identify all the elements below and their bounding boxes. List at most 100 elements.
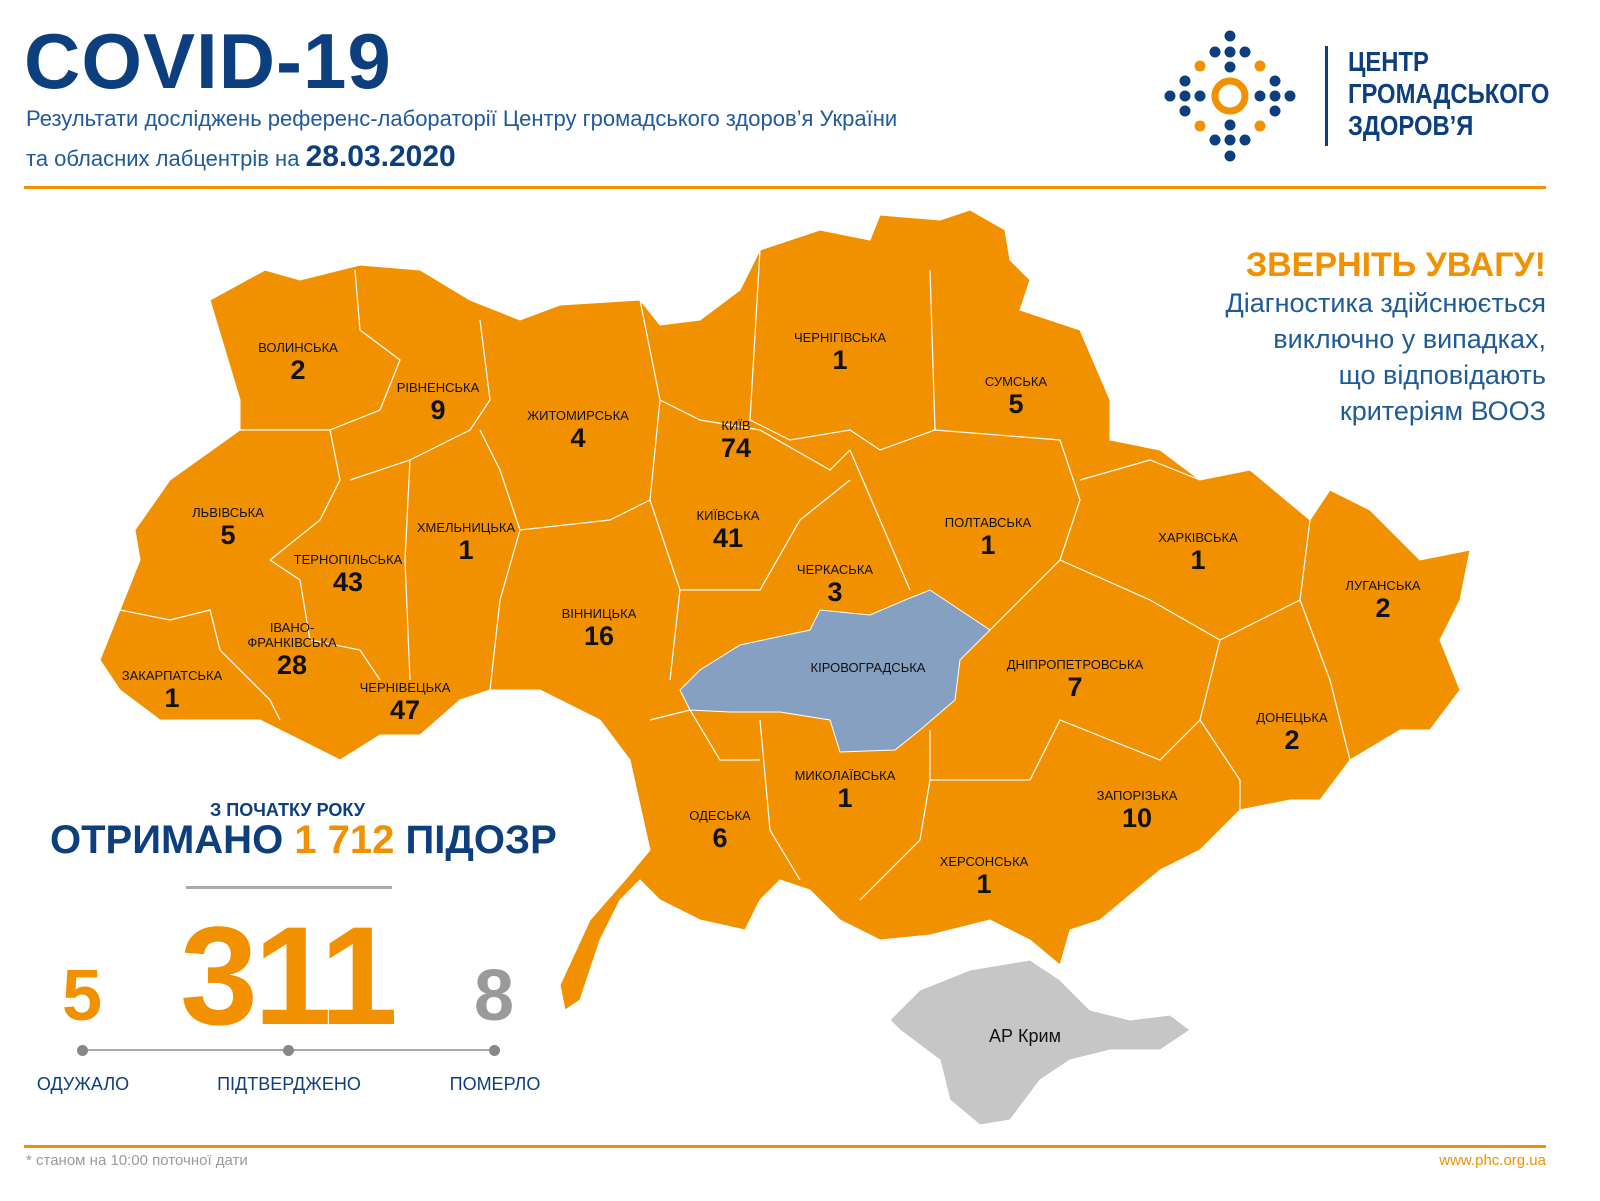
region-name: ВІННИЦЬКА	[561, 606, 637, 621]
region-name: ПОЛТАВСЬКА	[944, 515, 1032, 530]
logo-dot	[1224, 46, 1236, 58]
logo-text: ЦЕНТР ГРОМАДСЬКОГО ЗДОРОВ’Я	[1348, 46, 1549, 142]
region-name: ВОЛИНСЬКА	[258, 340, 338, 355]
region-count: 5	[1008, 389, 1024, 419]
region-label: ТЕРНОПІЛЬСЬКА 43	[294, 552, 403, 598]
region-name: ДНІПРОПЕТРОВСЬКА	[1006, 657, 1144, 672]
region-count: 6	[712, 823, 728, 853]
logo-dot	[1179, 75, 1191, 87]
logo-dot	[1209, 134, 1221, 146]
logo-dot	[1284, 90, 1296, 102]
suspicions-label: ПІДОЗР	[405, 818, 557, 862]
logo-dot	[1224, 30, 1236, 42]
logo-dot	[1179, 90, 1191, 102]
region-label: ДНІПРОПЕТРОВСЬКА 7	[1007, 657, 1144, 703]
logo-line: ЦЕНТР	[1348, 46, 1429, 77]
confirmed-count: 311	[180, 897, 398, 1054]
logo-dot	[1224, 119, 1236, 131]
notice-line: Діагностика здійснюється	[1225, 288, 1546, 318]
logo-dot	[1254, 90, 1266, 102]
region-count: 28	[276, 650, 308, 680]
region-count: 41	[712, 523, 744, 553]
region-label: ХЕРСОНСЬКА 1	[940, 854, 1029, 900]
region-count: 2	[290, 355, 306, 385]
crimea-label: АР Крим	[989, 1026, 1061, 1046]
page-title: COVID-19	[24, 17, 392, 105]
suspicions-line: ОТРИМАНО 1 712 ПІДОЗР	[50, 818, 557, 863]
region-label: ЧЕРНІВЕЦЬКА 47	[360, 680, 451, 726]
region-name: ЧЕРКАСЬКА	[796, 562, 874, 577]
footnote: * станом на 10:00 поточної дати	[26, 1152, 248, 1169]
since-label: З ПОЧАТКУ РОКУ	[210, 800, 365, 820]
died-count: 8	[474, 956, 515, 1036]
region-count: 43	[332, 567, 364, 597]
region-label: ПОЛТАВСЬКА 1	[945, 515, 1031, 561]
logo-dot	[1194, 120, 1206, 132]
region-name: ДОНЕЦЬКА	[1256, 710, 1328, 725]
region-name: ХЕРСОНСЬКА	[939, 854, 1029, 869]
region-count: 7	[1067, 672, 1083, 702]
region-count: 2	[1375, 593, 1391, 623]
region-label: ОДЕСЬКА 6	[689, 808, 750, 854]
region-count: 74	[720, 433, 752, 463]
logo-dot	[1179, 105, 1191, 117]
timeline-dot	[77, 1045, 88, 1056]
divider	[186, 886, 392, 889]
logo-dot	[1254, 60, 1266, 72]
region-count: 1	[837, 783, 853, 813]
region-name: ТЕРНОПІЛЬСЬКА	[293, 552, 403, 567]
region-label: ХАРКІВСЬКА 1	[1158, 530, 1238, 576]
region-name: ХАРКІВСЬКА	[1158, 530, 1238, 545]
region-name: ЛЬВІВСЬКА	[192, 505, 264, 520]
recovered-label: ОДУЖАЛО	[36, 1074, 130, 1094]
region-label: ДОНЕЦЬКА 2	[1256, 710, 1327, 756]
received-label: ОТРИМАНО	[50, 818, 284, 862]
phc-logo-icon	[1164, 30, 1296, 162]
region-label: КІРОВОГРАДСЬКА	[811, 660, 926, 675]
region-count: 1	[1190, 545, 1206, 575]
region-name: ЗАПОРІЗЬКА	[1096, 788, 1178, 803]
region-name: ЧЕРНІВЕЦЬКА	[359, 680, 451, 695]
logo-dot	[1269, 75, 1281, 87]
logo-dot	[1269, 105, 1281, 117]
logo-dot	[1239, 134, 1251, 146]
logo-dot	[1209, 46, 1221, 58]
region-count: 4	[570, 423, 586, 453]
region-count: 1	[832, 345, 848, 375]
region-count: 1	[458, 535, 474, 565]
logo-line: ЗДОРОВ’Я	[1348, 110, 1474, 141]
region-count: 47	[389, 695, 421, 725]
region-borders	[119, 249, 1351, 901]
region-label: ЗАКАРПАТСЬКА 1	[122, 668, 223, 714]
region-count: 1	[976, 869, 992, 899]
died-label: ПОМЕРЛО	[449, 1074, 541, 1094]
region-count: 1	[980, 530, 996, 560]
region-name: ОДЕСЬКА	[689, 808, 751, 823]
logo-dot	[1224, 150, 1236, 162]
region-name: РІВНЕНСЬКА	[396, 380, 480, 395]
region-count: 5	[220, 520, 236, 550]
region-label: КИЇВСЬКА 41	[697, 508, 760, 554]
region-label: ЧЕРКАСЬКА 3	[797, 562, 873, 608]
website-link[interactable]: www.phc.org.ua	[1439, 1152, 1546, 1169]
region-label: ВІННИЦЬКА 16	[562, 606, 637, 652]
region-label: ІВАНО-ФРАНКІВСЬКА 28	[237, 620, 347, 681]
logo-dot	[1224, 61, 1236, 73]
logo-dot	[1194, 90, 1206, 102]
region-name: ЛУГАНСЬКА	[1345, 578, 1421, 593]
subtitle-text: та обласних лабцентрів на	[26, 146, 300, 171]
logo-dot	[1194, 60, 1206, 72]
crimea	[889, 959, 1191, 1126]
region-count: 3	[827, 577, 843, 607]
report-date: 28.03.2020	[305, 140, 456, 173]
region-label: РІВНЕНСЬКА 9	[397, 380, 480, 426]
logo-dot	[1254, 120, 1266, 132]
subtitle-date-line: та обласних лабцентрів на 28.03.2020	[26, 140, 456, 174]
region-name: ЗАКАРПАТСЬКА	[121, 668, 223, 683]
divider	[24, 1145, 1546, 1148]
timeline-dot	[283, 1045, 294, 1056]
timeline-dot	[489, 1045, 500, 1056]
divider	[24, 186, 1546, 189]
